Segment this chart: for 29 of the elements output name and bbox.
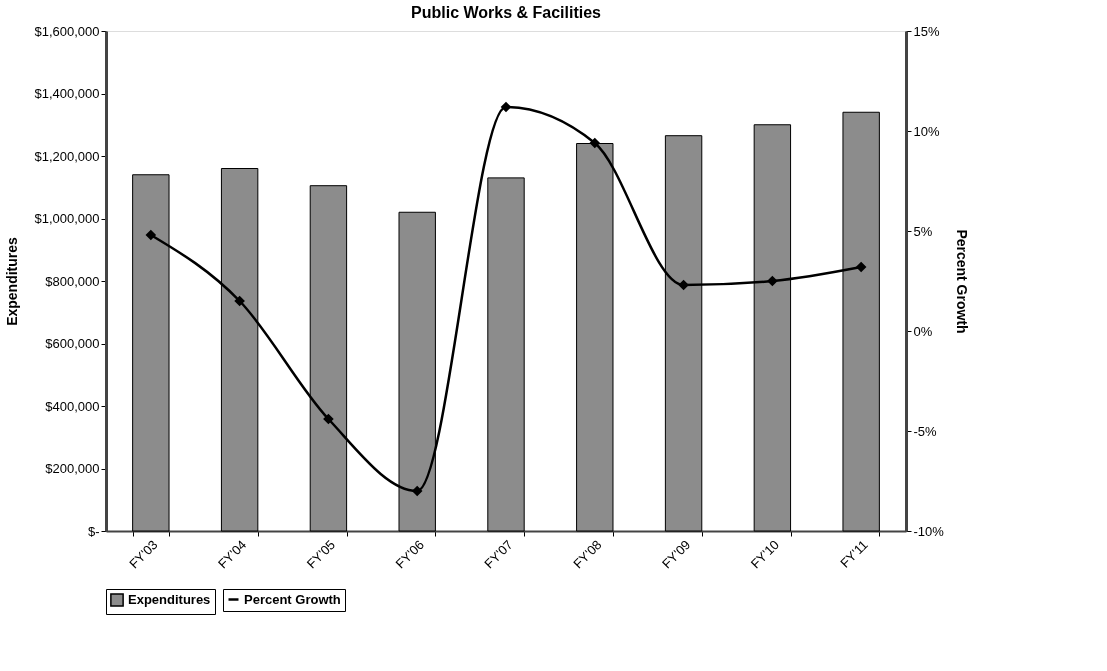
y2-tick-label: 0% bbox=[913, 323, 933, 339]
point bbox=[856, 262, 867, 272]
legend-label: Percent Growth bbox=[244, 591, 341, 607]
point bbox=[767, 276, 778, 286]
y-tick-label: $- bbox=[87, 523, 100, 539]
y2-tick-label: -10% bbox=[913, 523, 945, 539]
y-tick-label: $600,000 bbox=[45, 336, 100, 351]
point bbox=[501, 102, 511, 112]
y-tick-label: $800,000 bbox=[45, 273, 100, 289]
y-tick-label: $1,600,000 bbox=[34, 23, 100, 39]
y-tick-label: $200,000 bbox=[45, 461, 100, 476]
point bbox=[323, 414, 334, 424]
point bbox=[589, 138, 600, 148]
point bbox=[678, 280, 689, 290]
y-tick-label: $1,400,000 bbox=[34, 86, 100, 101]
y2-tick-label: 15% bbox=[913, 23, 940, 39]
legend-label: Expenditures bbox=[128, 592, 211, 607]
y2-tick-label: 10% bbox=[913, 123, 940, 139]
y2-axis-title: Percent Growth bbox=[953, 229, 970, 334]
y2-tick-label: -5% bbox=[913, 423, 938, 439]
point bbox=[412, 486, 423, 496]
chart-title: Public Works & Facilities bbox=[411, 4, 602, 21]
point bbox=[234, 296, 245, 306]
y-tick-label: $1,200,000 bbox=[34, 148, 100, 164]
y-tick-label: $400,000 bbox=[45, 398, 100, 414]
point bbox=[145, 230, 156, 240]
y-tick-label: $1,000,000 bbox=[34, 211, 100, 226]
y2-tick-label: 5% bbox=[913, 223, 933, 239]
y-axis-title: Expenditures bbox=[4, 236, 21, 326]
